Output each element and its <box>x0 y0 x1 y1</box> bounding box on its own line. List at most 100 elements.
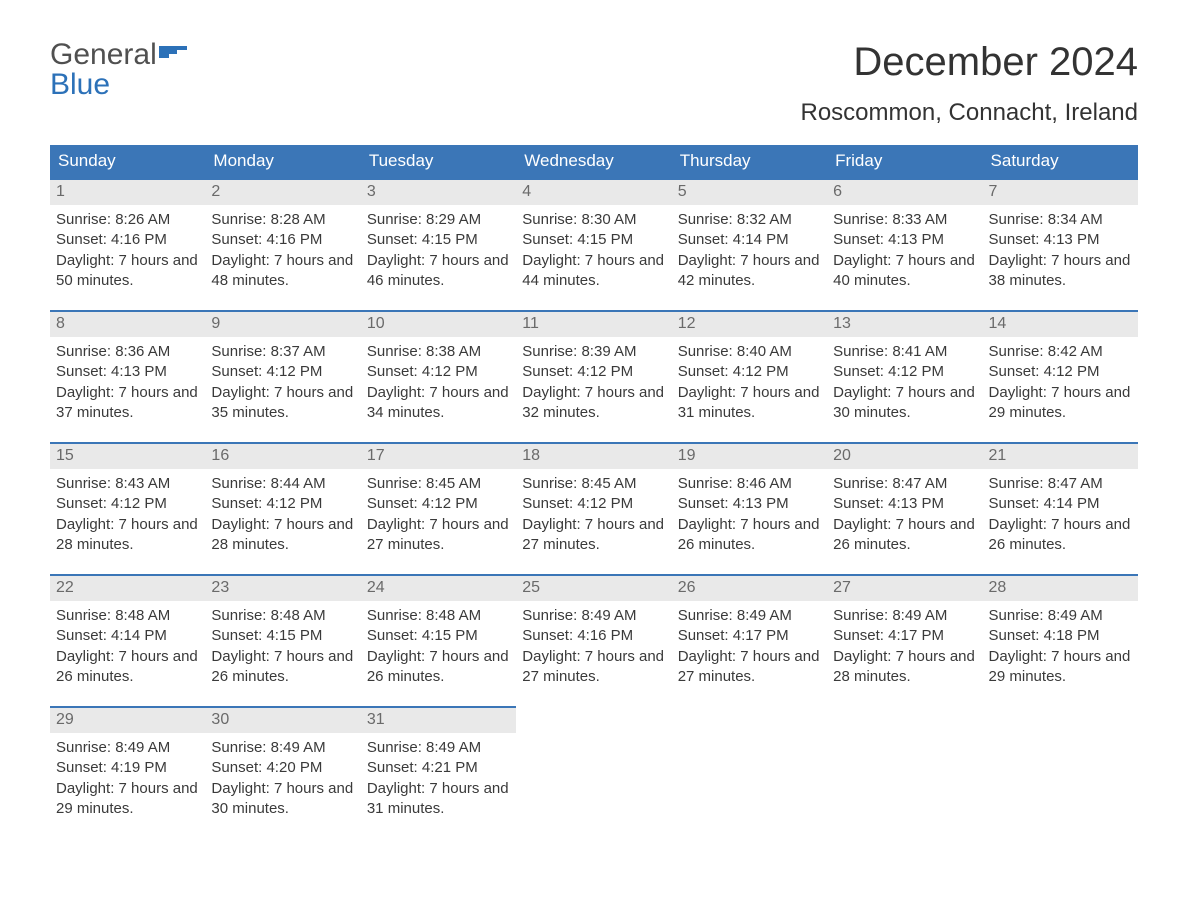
sunset-line: Sunset: 4:12 PM <box>367 362 510 382</box>
calendar-week-row: 1Sunrise: 8:26 AMSunset: 4:16 PMDaylight… <box>50 178 1138 310</box>
sunrise-value: 8:45 AM <box>581 475 636 492</box>
daylight-label: Daylight: <box>211 648 269 665</box>
sunrise-value: 8:34 AM <box>1048 211 1103 228</box>
calendar-cell: 26Sunrise: 8:49 AMSunset: 4:17 PMDayligh… <box>672 574 827 706</box>
day-number: 22 <box>50 576 205 601</box>
daylight-label: Daylight: <box>522 252 580 269</box>
sunset-value: 4:15 PM <box>577 231 633 248</box>
sunset-label: Sunset: <box>678 363 729 380</box>
sunrise-label: Sunrise: <box>989 211 1044 228</box>
daylight-line: Daylight: 7 hours and 26 minutes. <box>367 647 510 688</box>
calendar-cell: 21Sunrise: 8:47 AMSunset: 4:14 PMDayligh… <box>983 442 1138 574</box>
brand-word1: General <box>50 38 157 71</box>
sunset-label: Sunset: <box>989 363 1040 380</box>
day-content: Sunrise: 8:28 AMSunset: 4:16 PMDaylight:… <box>205 205 360 295</box>
calendar-cell: 29Sunrise: 8:49 AMSunset: 4:19 PMDayligh… <box>50 706 205 838</box>
calendar-week-row: 22Sunrise: 8:48 AMSunset: 4:14 PMDayligh… <box>50 574 1138 706</box>
sunset-value: 4:16 PM <box>111 231 167 248</box>
sunrise-value: 8:49 AM <box>271 739 326 756</box>
sunset-line: Sunset: 4:21 PM <box>367 758 510 778</box>
sunset-value: 4:16 PM <box>266 231 322 248</box>
sunset-value: 4:12 PM <box>577 363 633 380</box>
day-number: 19 <box>672 444 827 469</box>
sunset-label: Sunset: <box>56 627 107 644</box>
sunrise-value: 8:39 AM <box>581 343 636 360</box>
sunset-line: Sunset: 4:13 PM <box>833 494 976 514</box>
sunrise-line: Sunrise: 8:46 AM <box>678 474 821 494</box>
sunset-value: 4:15 PM <box>422 231 478 248</box>
flag-icon <box>159 46 191 70</box>
calendar-cell: 15Sunrise: 8:43 AMSunset: 4:12 PMDayligh… <box>50 442 205 574</box>
sunrise-value: 8:43 AM <box>115 475 170 492</box>
sunrise-value: 8:49 AM <box>1048 607 1103 624</box>
sunrise-label: Sunrise: <box>211 475 266 492</box>
daylight-line: Daylight: 7 hours and 27 minutes. <box>367 515 510 556</box>
sunset-value: 4:21 PM <box>422 759 478 776</box>
day-number: 6 <box>827 180 982 205</box>
sunrise-value: 8:49 AM <box>581 607 636 624</box>
sunset-line: Sunset: 4:12 PM <box>989 362 1132 382</box>
month-title: December 2024 <box>801 40 1139 85</box>
calendar-cell: 13Sunrise: 8:41 AMSunset: 4:12 PMDayligh… <box>827 310 982 442</box>
sunset-line: Sunset: 4:16 PM <box>211 230 354 250</box>
day-number: 17 <box>361 444 516 469</box>
sunset-value: 4:12 PM <box>266 495 322 512</box>
sunrise-label: Sunrise: <box>211 607 266 624</box>
sunset-value: 4:12 PM <box>422 495 478 512</box>
daylight-label: Daylight: <box>367 648 425 665</box>
sunrise-label: Sunrise: <box>56 343 111 360</box>
day-content: Sunrise: 8:49 AMSunset: 4:17 PMDaylight:… <box>827 601 982 691</box>
sunrise-label: Sunrise: <box>989 475 1044 492</box>
sunset-line: Sunset: 4:19 PM <box>56 758 199 778</box>
sunrise-label: Sunrise: <box>56 607 111 624</box>
sunset-value: 4:13 PM <box>733 495 789 512</box>
day-content: Sunrise: 8:48 AMSunset: 4:15 PMDaylight:… <box>205 601 360 691</box>
sunrise-line: Sunrise: 8:32 AM <box>678 210 821 230</box>
sunrise-value: 8:29 AM <box>426 211 481 228</box>
sunrise-value: 8:36 AM <box>115 343 170 360</box>
sunset-label: Sunset: <box>56 495 107 512</box>
sunrise-value: 8:49 AM <box>737 607 792 624</box>
sunrise-line: Sunrise: 8:28 AM <box>211 210 354 230</box>
day-content: Sunrise: 8:43 AMSunset: 4:12 PMDaylight:… <box>50 469 205 559</box>
daylight-label: Daylight: <box>833 384 891 401</box>
daylight-label: Daylight: <box>56 780 114 797</box>
sunset-value: 4:13 PM <box>111 363 167 380</box>
sunrise-value: 8:42 AM <box>1048 343 1103 360</box>
sunrise-line: Sunrise: 8:40 AM <box>678 342 821 362</box>
daylight-line: Daylight: 7 hours and 40 minutes. <box>833 251 976 292</box>
sunrise-line: Sunrise: 8:49 AM <box>678 606 821 626</box>
day-number: 14 <box>983 312 1138 337</box>
sunset-line: Sunset: 4:13 PM <box>833 230 976 250</box>
sunrise-line: Sunrise: 8:48 AM <box>56 606 199 626</box>
daylight-line: Daylight: 7 hours and 27 minutes. <box>522 647 665 688</box>
weekday-header: Wednesday <box>516 145 671 178</box>
daylight-line: Daylight: 7 hours and 26 minutes. <box>56 647 199 688</box>
sunrise-line: Sunrise: 8:45 AM <box>367 474 510 494</box>
sunset-value: 4:19 PM <box>111 759 167 776</box>
sunset-line: Sunset: 4:15 PM <box>522 230 665 250</box>
sunset-line: Sunset: 4:15 PM <box>367 626 510 646</box>
daylight-label: Daylight: <box>678 252 736 269</box>
sunset-label: Sunset: <box>522 231 573 248</box>
sunrise-line: Sunrise: 8:39 AM <box>522 342 665 362</box>
sunset-label: Sunset: <box>522 627 573 644</box>
sunset-line: Sunset: 4:17 PM <box>833 626 976 646</box>
calendar-cell: 18Sunrise: 8:45 AMSunset: 4:12 PMDayligh… <box>516 442 671 574</box>
calendar-cell: 9Sunrise: 8:37 AMSunset: 4:12 PMDaylight… <box>205 310 360 442</box>
sunrise-line: Sunrise: 8:29 AM <box>367 210 510 230</box>
day-content: Sunrise: 8:33 AMSunset: 4:13 PMDaylight:… <box>827 205 982 295</box>
sunset-line: Sunset: 4:20 PM <box>211 758 354 778</box>
day-number: 2 <box>205 180 360 205</box>
sunset-label: Sunset: <box>833 627 884 644</box>
daylight-line: Daylight: 7 hours and 46 minutes. <box>367 251 510 292</box>
daylight-label: Daylight: <box>56 384 114 401</box>
daylight-line: Daylight: 7 hours and 27 minutes. <box>522 515 665 556</box>
day-content: Sunrise: 8:49 AMSunset: 4:20 PMDaylight:… <box>205 733 360 823</box>
sunrise-label: Sunrise: <box>678 211 733 228</box>
day-content: Sunrise: 8:39 AMSunset: 4:12 PMDaylight:… <box>516 337 671 427</box>
sunrise-line: Sunrise: 8:47 AM <box>989 474 1132 494</box>
sunset-label: Sunset: <box>522 495 573 512</box>
day-content: Sunrise: 8:47 AMSunset: 4:13 PMDaylight:… <box>827 469 982 559</box>
sunrise-label: Sunrise: <box>211 739 266 756</box>
